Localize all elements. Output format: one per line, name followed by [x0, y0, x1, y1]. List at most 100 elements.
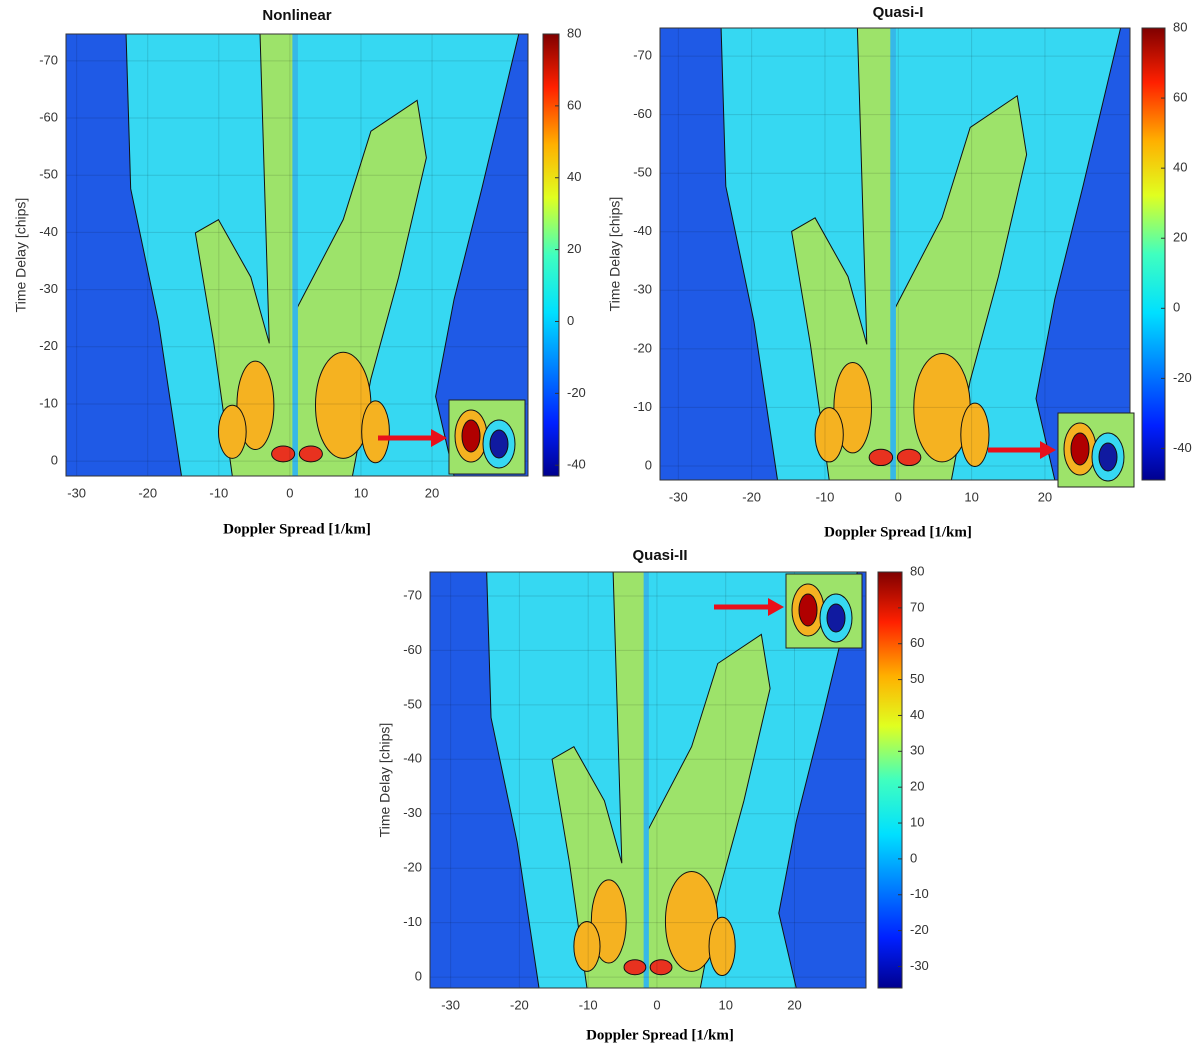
chart-title: Quasi-I	[873, 4, 924, 21]
y-tick-label: -30	[39, 281, 58, 296]
y-tick-label: -60	[633, 106, 652, 121]
x-tick-label: 20	[1038, 489, 1052, 504]
contour-region	[298, 445, 323, 463]
x-tick-label: -10	[579, 997, 598, 1012]
x-tick-label: -20	[742, 489, 761, 504]
colorbar-tick-label: 80	[910, 563, 924, 578]
x-tick-label: -10	[816, 489, 835, 504]
arrow-head	[431, 429, 447, 447]
colorbar	[877, 571, 903, 989]
y-axis-label: Time Delay [chips]	[607, 197, 623, 312]
y-tick-label: -50	[633, 165, 652, 180]
colorbar-tick-label: 0	[1173, 300, 1180, 315]
colorbar-tick-label: 0	[567, 313, 574, 328]
y-tick-label: -10	[633, 399, 652, 414]
y-tick-label: -10	[39, 395, 58, 410]
colorbar	[1141, 27, 1166, 481]
y-tick-label: -30	[633, 282, 652, 297]
colorbar-tick-label: -30	[910, 958, 929, 973]
colorbar-tick-label: 10	[910, 814, 924, 829]
x-tick-label: 10	[718, 997, 732, 1012]
x-axis-label: Doppler Spread [1/km]	[586, 1027, 734, 1043]
contour-region	[814, 407, 844, 463]
inset-blob	[798, 593, 818, 627]
colorbar-tick-label: -10	[910, 886, 929, 901]
plot-frame	[429, 571, 867, 989]
contour-strip	[292, 34, 298, 476]
colorbar-tick-label: -20	[567, 385, 586, 400]
x-tick-label: 0	[895, 489, 902, 504]
inset-blob	[1098, 442, 1118, 472]
contour-region	[896, 448, 922, 467]
y-tick-label: -50	[403, 696, 422, 711]
colorbar-tick-label: 60	[567, 97, 581, 112]
y-tick-label: -70	[39, 52, 58, 67]
x-tick-label: -30	[441, 997, 460, 1012]
x-tick-label: 10	[964, 489, 978, 504]
colorbar-tick-label: 30	[910, 743, 924, 758]
x-tick-label: 20	[787, 997, 801, 1012]
chart-title: Quasi-II	[632, 547, 687, 564]
y-tick-label: -20	[633, 340, 652, 355]
x-tick-label: -30	[669, 489, 688, 504]
inset-blob	[461, 419, 481, 453]
contour-region	[868, 448, 894, 467]
colorbar-tick-label: -40	[567, 457, 586, 472]
y-tick-label: -30	[403, 805, 422, 820]
x-tick-label: -10	[209, 485, 228, 500]
contour-region	[573, 920, 601, 972]
y-tick-label: -60	[403, 642, 422, 657]
colorbar-tick-label: -20	[910, 922, 929, 937]
y-tick-label: 0	[51, 453, 58, 468]
y-tick-label: 0	[415, 969, 422, 984]
colorbar-tick-label: 40	[1173, 160, 1187, 175]
colorbar-tick-label: 40	[910, 707, 924, 722]
plot-frame	[659, 27, 1131, 481]
colorbar-tick-label: 20	[910, 779, 924, 794]
x-tick-label: 20	[425, 485, 439, 500]
y-tick-label: -60	[39, 109, 58, 124]
x-tick-label: -30	[67, 485, 86, 500]
inset-blob	[826, 603, 846, 633]
contour-strip	[890, 28, 896, 480]
colorbar-tick-label: 60	[1173, 90, 1187, 105]
colorbar-tick-label: -20	[1173, 370, 1192, 385]
inset-blob	[1070, 432, 1090, 466]
colorbar	[542, 33, 560, 477]
y-tick-label: -20	[39, 338, 58, 353]
y-tick-label: -10	[403, 914, 422, 929]
colorbar-tick-label: 40	[567, 169, 581, 184]
colorbar-tick-label: 20	[1173, 230, 1187, 245]
y-axis-label: Time Delay [chips]	[377, 723, 393, 838]
contour-region	[708, 916, 736, 977]
colorbar-tick-label: 80	[1173, 19, 1187, 34]
arrow-head	[1040, 441, 1056, 459]
y-tick-label: -50	[39, 167, 58, 182]
y-tick-label: -40	[403, 751, 422, 766]
contour-strip	[643, 572, 649, 988]
x-tick-label: -20	[138, 485, 157, 500]
x-axis-label: Doppler Spread [1/km]	[223, 521, 371, 537]
contour-region	[623, 959, 647, 976]
y-tick-label: -40	[633, 223, 652, 238]
y-tick-label: -70	[403, 587, 422, 602]
y-axis-label: Time Delay [chips]	[13, 198, 29, 313]
x-tick-label: 0	[653, 997, 660, 1012]
x-tick-label: 10	[354, 485, 368, 500]
contour-region	[271, 445, 296, 463]
contour-region	[960, 402, 990, 467]
y-tick-label: -70	[633, 48, 652, 63]
contour-region	[217, 404, 247, 459]
chart-title: Nonlinear	[262, 7, 331, 24]
inset-blob	[489, 429, 509, 459]
colorbar-tick-label: 70	[910, 599, 924, 614]
arrow-head	[768, 598, 784, 616]
contour-region	[649, 959, 673, 976]
x-tick-label: -20	[510, 997, 529, 1012]
x-tick-label: 0	[286, 485, 293, 500]
colorbar-tick-label: 60	[910, 635, 924, 650]
contour-region	[361, 400, 390, 464]
y-tick-label: -40	[39, 224, 58, 239]
x-axis-label: Doppler Spread [1/km]	[824, 524, 972, 540]
